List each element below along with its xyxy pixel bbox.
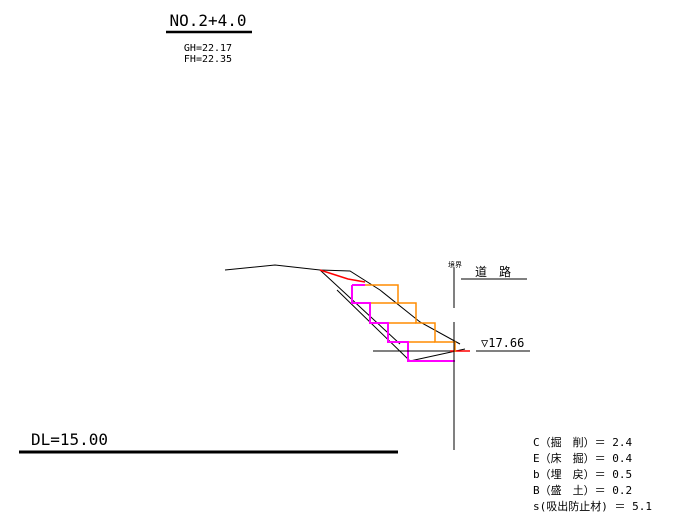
station-title: NO.2+4.0 xyxy=(169,11,246,30)
boundary-label: 境界 xyxy=(448,260,462,269)
formation-height-label: FH=22.35 xyxy=(184,54,232,65)
ground-height-label: GH=22.17 xyxy=(184,43,232,54)
datum-label: DL=15.00 xyxy=(31,430,108,449)
quantity-embankment: B（盛 土）＝ 0.2 xyxy=(533,483,632,497)
slope-line-upper xyxy=(319,269,401,345)
surface-line-red xyxy=(319,269,366,283)
magenta-step-outline xyxy=(351,285,455,362)
quantity-excavation: C（掘 削）＝ 2.4 xyxy=(533,435,632,449)
water-level-label: ▽17.66 xyxy=(481,336,524,350)
ground-line xyxy=(224,264,461,345)
quantity-backfill: b（埋 戻）＝ 0.5 xyxy=(533,468,632,481)
road-label: 道 路 xyxy=(475,264,511,279)
quantity-bed-excavation: E（床 掘）＝ 0.4 xyxy=(533,451,632,465)
quantity-suction-prevention: s(吸出防止材) ＝ 5.1 xyxy=(533,499,652,513)
slope-line-lower xyxy=(336,289,411,362)
